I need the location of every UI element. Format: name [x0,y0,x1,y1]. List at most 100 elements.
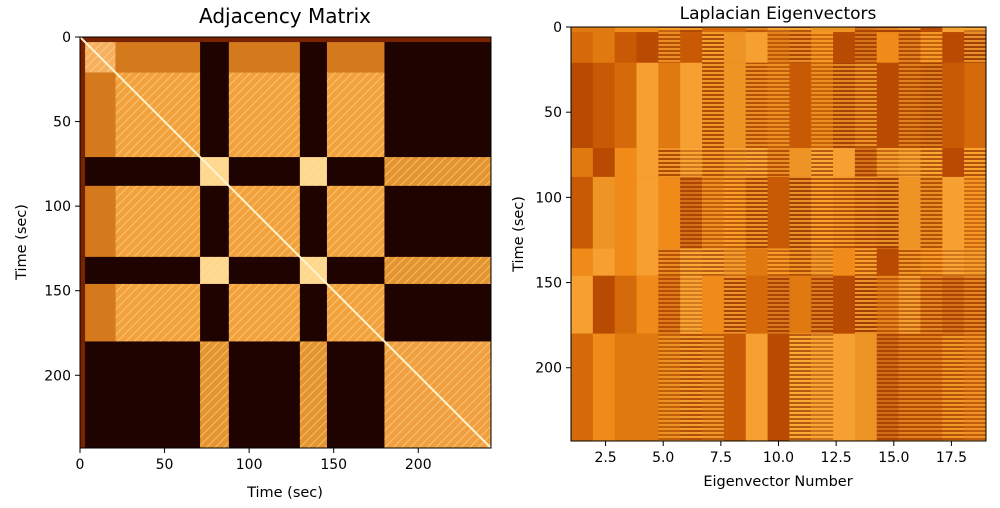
eigenvector-segment [614,62,638,148]
eigenvector-oscillation [680,176,703,249]
adjacency-block [80,42,86,73]
eigenvector-segment [571,333,594,441]
y-tick-label: 100 [535,190,562,206]
eigenvector-oscillation [702,248,725,276]
eigenvector-oscillation [854,147,878,177]
eigenvector-segment [942,27,965,33]
eigenvector-oscillation [745,176,769,249]
eigenvector-segment [636,27,659,33]
x-tick-label: 12.5 [821,450,852,466]
eigenvector-oscillation [789,32,812,63]
eigenvector-segment [592,27,616,33]
x-tick-label: 200 [405,457,432,473]
eigenvector-oscillation [898,27,921,33]
adjacency-block-texture [326,72,385,158]
adjacency-block-texture [228,283,300,342]
eigenvector-oscillation [789,27,812,33]
eigenvector-segment [833,248,856,276]
eigenvector-oscillation [680,147,703,177]
y-tick-label: 0 [553,20,562,36]
adjacency-block [80,283,86,342]
eigenvector-oscillation [942,275,965,334]
eigenvector-oscillation [745,147,769,177]
x-tick-label: 50 [156,457,174,473]
adjacency-block [384,37,491,43]
eigenvector-oscillation [723,147,747,177]
eigenvector-segment [571,176,594,249]
eigenvector-oscillation [920,275,943,334]
eigenvector-segment [636,62,659,148]
eigenvector-segment [876,248,900,276]
eigenvector-oscillation [854,248,878,276]
eigenvector-segment [571,62,594,148]
eigenvector-oscillation [702,62,725,148]
eigenvector-oscillation [745,27,769,33]
eigenvector-segment [723,32,747,63]
eigenvector-oscillation [811,333,834,441]
adjacency-block [228,42,300,73]
x-tick-label: 5.0 [652,450,674,466]
eigenvector-segment [571,32,594,63]
eigenvector-segment [614,32,638,63]
eigenvector-oscillation [767,27,790,33]
eigenvector-segment [702,27,725,33]
eigenvector-segment [833,275,856,334]
x-tick-label: 7.5 [710,450,732,466]
eigenvector-segment [723,333,747,441]
eigenvector-segment [614,275,638,334]
laplacian-x-ticks: 2.5 5.0 7.5 10.0 12.5 15.0 17.5 [594,441,967,466]
eigenvector-oscillation [789,333,812,441]
eigenvector-oscillation [658,32,681,63]
eigenvector-oscillation [680,275,703,334]
eigenvector-segment [636,333,659,441]
eigenvector-oscillation [767,248,790,276]
adjacency-block [80,72,86,158]
adjacency-y-axis-label: Time (sec) [14,204,30,281]
y-tick-label: 50 [544,105,562,121]
y-tick-label: 100 [44,199,71,215]
eigenvector-oscillation [854,32,878,63]
eigenvector-segment [833,27,856,33]
eigenvector-oscillation [811,176,834,249]
eigenvector-segment [789,62,812,148]
eigenvector-oscillation [898,248,921,276]
eigenvector-segment [789,147,812,177]
eigenvector-oscillation [964,275,986,334]
eigenvector-segment [592,32,616,63]
adjacency-heatmap [80,37,491,448]
eigenvector-oscillation [811,32,834,63]
x-tick-label: 150 [320,457,347,473]
adjacency-block [115,37,201,43]
adjacency-block [228,37,300,43]
eigenvector-oscillation [920,176,943,249]
eigenvector-oscillation [942,333,965,441]
eigenvector-oscillation [680,27,703,33]
eigenvector-segment [723,62,747,148]
eigenvector-oscillation [811,248,834,276]
eigenvector-segment [636,275,659,334]
adjacency-block [299,37,327,43]
eigenvector-oscillation [964,32,986,63]
eigenvector-segment [767,333,790,441]
laplacian-eigenvectors-panel: Laplacian Eigenvectors 2.5 5.0 7.5 10.0 12.5… [511,4,987,490]
eigenvector-segment [592,248,616,276]
eigenvector-segment [592,147,616,177]
eigenvector-segment [942,62,965,148]
eigenvector-segment [636,32,659,63]
eigenvector-oscillation [898,32,921,63]
eigenvector-oscillation [898,62,921,148]
adjacency-block-texture [115,283,201,342]
eigenvector-oscillation [745,62,769,148]
eigenvector-segment [571,248,594,276]
adjacency-matrix-panel: Adjacency Matrix 0 50 100 150 200 0 50 100 150 2… [14,4,492,501]
eigenvector-oscillation [658,333,681,441]
eigenvector-oscillation [767,147,790,177]
adjacency-block-texture [200,256,229,284]
eigenvector-segment [636,176,659,249]
eigenvector-segment [833,147,856,177]
eigenvector-segment [636,248,659,276]
eigenvector-oscillation [723,176,747,249]
x-tick-label: 10.0 [763,450,794,466]
adjacency-chart-title: Adjacency Matrix [199,4,371,28]
